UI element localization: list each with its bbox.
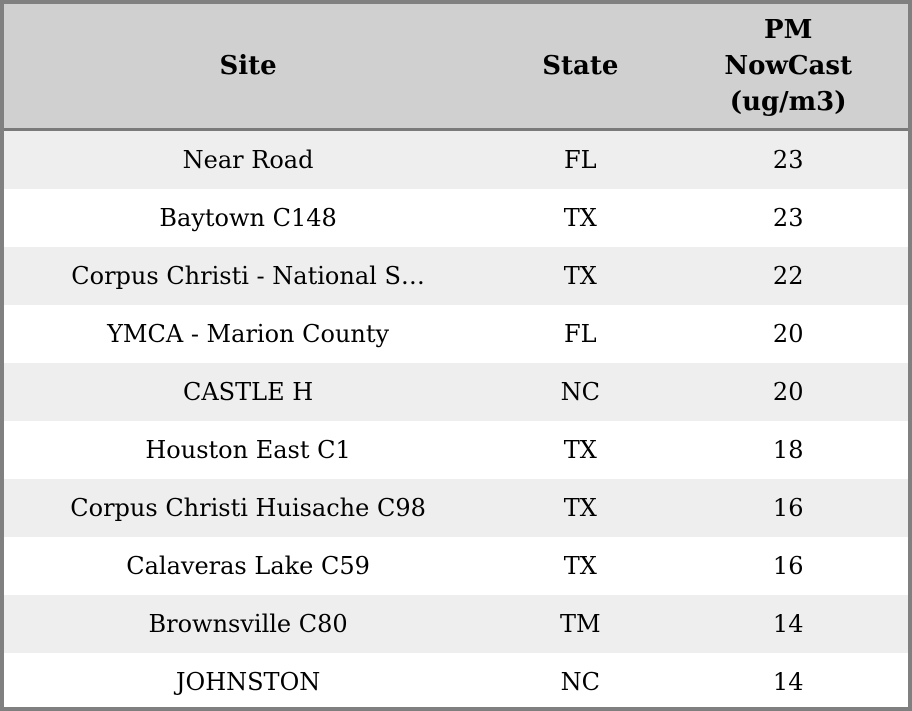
pm-value-cell: 23	[772, 204, 804, 232]
state-cell: TX	[563, 552, 597, 580]
table-row: JOHNSTON NC 14	[4, 653, 908, 707]
site-cell: Brownsville C80	[148, 610, 348, 638]
state-cell: FL	[563, 146, 597, 174]
table-row: Brownsville C80 TM 14	[4, 595, 908, 653]
table-row: Near Road FL 23	[4, 131, 908, 189]
state-cell: FL	[563, 320, 597, 348]
pm-value-cell: 14	[772, 610, 804, 638]
site-cell: JOHNSTON	[175, 668, 321, 696]
site-cell: YMCA - Marion County	[107, 320, 390, 348]
pm-value-cell: 14	[772, 668, 804, 696]
site-cell: Corpus Christi - National S…	[71, 262, 425, 290]
site-cell: Corpus Christi Huisache C98	[70, 494, 426, 522]
state-cell: TX	[563, 262, 597, 290]
site-cell: Houston East C1	[145, 436, 351, 464]
state-cell: NC	[560, 378, 600, 406]
pm-value-cell: 20	[772, 320, 804, 348]
table-body: Near Road FL 23 Baytown C148 TX 23 Corpu…	[4, 131, 908, 707]
table-row: Corpus Christi Huisache C98 TX 16	[4, 479, 908, 537]
table-row: Baytown C148 TX 23	[4, 189, 908, 247]
state-cell: TX	[563, 436, 597, 464]
site-cell: Near Road	[182, 146, 314, 174]
table-row: CASTLE H NC 20	[4, 363, 908, 421]
column-header-site: Site	[219, 51, 277, 81]
column-header-pm-nowcast-label: PM NowCast (ug/m3)	[724, 15, 853, 117]
table-row: Corpus Christi - National S… TX 22	[4, 247, 908, 305]
site-cell: Baytown C148	[159, 204, 337, 232]
state-cell: TX	[563, 494, 597, 522]
site-cell: Calaveras Lake C59	[126, 552, 370, 580]
table-row: Calaveras Lake C59 TX 16	[4, 537, 908, 595]
pm-value-cell: 20	[772, 378, 804, 406]
state-cell: NC	[560, 668, 600, 696]
state-cell: TX	[563, 204, 597, 232]
column-header-pm-nowcast: PM NowCast (ug/m3)	[668, 12, 908, 120]
table-row: YMCA - Marion County FL 20	[4, 305, 908, 363]
pm-value-cell: 16	[772, 494, 804, 522]
pm-value-cell: 18	[772, 436, 804, 464]
table-row: Houston East C1 TX 18	[4, 421, 908, 479]
table-header-row: Site State PM NowCast (ug/m3)	[4, 4, 908, 131]
site-cell: CASTLE H	[182, 378, 314, 406]
pm-value-cell: 22	[772, 262, 804, 290]
pm-value-cell: 16	[772, 552, 804, 580]
column-header-state: State	[542, 51, 619, 81]
pm-value-cell: 23	[772, 146, 804, 174]
state-cell: TM	[559, 610, 601, 638]
